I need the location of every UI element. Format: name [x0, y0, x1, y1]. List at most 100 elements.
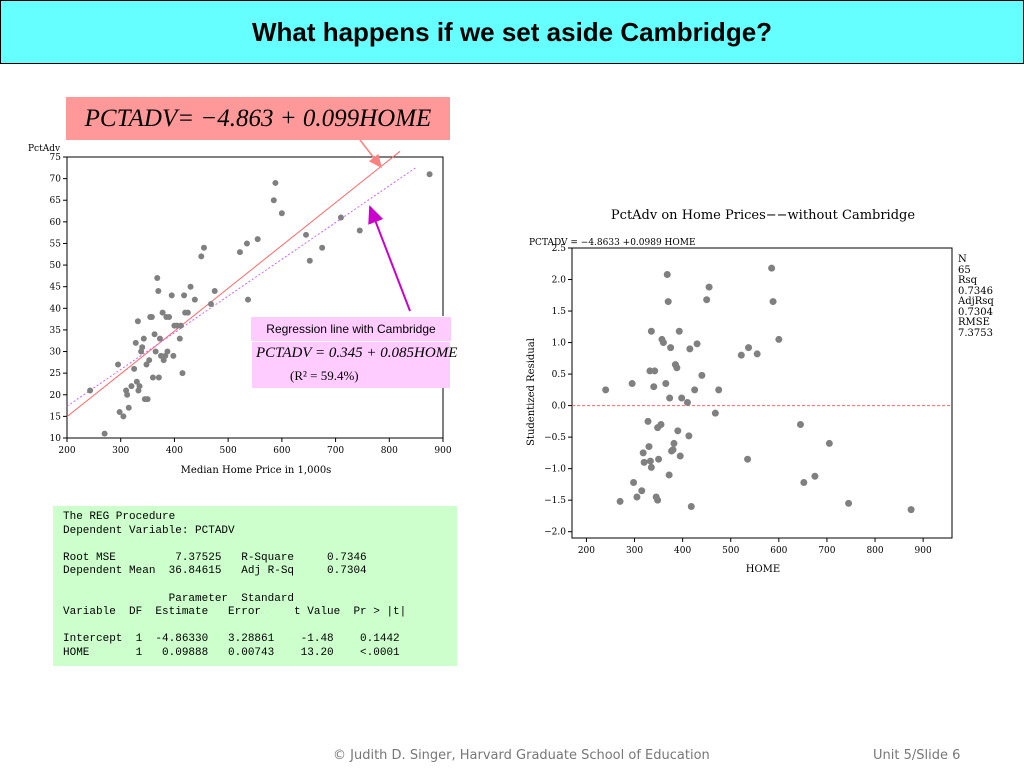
residual-y-tick-label: −0.5	[544, 433, 566, 443]
residual-x-tick-label: 400	[674, 546, 691, 556]
residual-point	[796, 421, 804, 429]
residual-point	[670, 439, 678, 447]
data-point	[154, 275, 161, 282]
with-eq-rhs: = 0.345 + 0.085HOME	[311, 345, 458, 361]
equation-without-cambridge: PCTADV = −4.863 + 0.099HOME	[66, 97, 450, 140]
data-point	[134, 318, 141, 325]
data-point	[125, 404, 132, 411]
residual-point	[687, 502, 695, 510]
residual-y-tick-label: −1.5	[544, 496, 566, 506]
stat-n: 65	[958, 264, 971, 276]
data-point	[148, 313, 155, 320]
data-point	[211, 288, 218, 295]
data-point	[191, 296, 198, 303]
x-tick-label: 600	[273, 446, 290, 456]
footer-slide-number: Unit 5/Slide 6	[873, 748, 961, 763]
data-point	[319, 244, 326, 251]
residual-chart-subtitle: PCTADV = −4.8633 +0.0989 HOME	[529, 238, 696, 248]
data-point	[181, 292, 188, 299]
plot-frame	[66, 156, 444, 439]
residual-y-tick-label: 2.0	[552, 276, 567, 286]
residual-x-tick-label: 700	[818, 546, 835, 556]
footer-copyright: © Judith D. Singer, Harvard Graduate Sch…	[333, 748, 710, 763]
residual-point	[825, 439, 833, 447]
slide-title-bar: What happens if we set aside Cambridge?	[0, 0, 1024, 64]
data-point	[149, 374, 156, 381]
data-point	[164, 348, 171, 355]
data-point	[245, 296, 252, 303]
residual-point	[663, 270, 671, 278]
residual-plot-frame	[571, 247, 953, 539]
equation-lhs: PCTADV	[84, 104, 178, 132]
data-point	[177, 322, 184, 329]
data-point	[144, 396, 151, 403]
residual-point	[678, 394, 686, 402]
residual-point	[675, 327, 683, 335]
data-point	[87, 387, 94, 394]
stat-adjrsq-label: AdjRsq	[958, 296, 994, 307]
y-tick-label: 15	[50, 412, 62, 422]
data-point	[140, 335, 147, 342]
residual-y-tick-label: −1.0	[544, 465, 566, 475]
residual-x-tick-label: 200	[578, 546, 595, 556]
residual-point	[667, 344, 675, 352]
fit-line-without-cambridge	[66, 150, 401, 418]
data-point	[131, 365, 138, 372]
data-point	[139, 344, 146, 351]
residual-point	[662, 380, 670, 388]
y-tick-label: 45	[50, 283, 62, 293]
y-tick-label: 55	[50, 239, 62, 249]
residual-chart-title: PctAdv on Home Prices−−without Cambridge	[611, 208, 915, 223]
data-point	[124, 391, 131, 398]
reg-procedure-output: The REG Procedure Dependent Variable: PC…	[52, 505, 458, 667]
residual-point	[686, 345, 694, 353]
residual-y-tick-label: −2.0	[544, 528, 566, 538]
data-point	[426, 171, 433, 178]
residual-x-tick-label: 600	[770, 546, 787, 556]
reg-output-text: The REG Procedure Dependent Variable: PC…	[63, 511, 407, 659]
fit-statistics-panel: N 65 Rsq 0.7346 AdjRsq 0.7304 RMSE 7.375…	[958, 254, 994, 339]
y-tick-label: 60	[50, 218, 62, 228]
data-point	[158, 352, 164, 359]
residual-point	[659, 339, 667, 347]
data-point	[151, 331, 158, 338]
y-tick-label: 25	[50, 369, 62, 379]
residual-point	[646, 367, 654, 375]
residual-point	[711, 409, 719, 417]
residual-point	[907, 506, 915, 514]
x-tick-label: 700	[327, 446, 344, 456]
residual-y-tick-label: 1.5	[552, 307, 567, 317]
residual-point	[640, 458, 648, 466]
residual-point	[650, 383, 658, 391]
data-point	[155, 288, 162, 295]
data-point	[128, 383, 135, 390]
x-tick-label: 900	[434, 446, 451, 456]
residual-point	[715, 386, 723, 394]
y-tick-label: 65	[50, 196, 62, 206]
x-tick-label: 200	[58, 446, 75, 456]
data-point	[337, 214, 344, 221]
residual-point	[705, 283, 713, 291]
residual-plot: PctAdv on Home Prices−−without Cambridge…	[526, 208, 953, 575]
residual-point	[845, 499, 853, 507]
data-point	[170, 352, 177, 359]
fit-line-with-cambridge	[66, 166, 417, 407]
data-point	[116, 409, 123, 416]
y-tick-label: 75	[50, 153, 62, 163]
residual-point	[744, 455, 752, 463]
residual-point	[602, 386, 610, 394]
data-point	[156, 335, 163, 342]
data-point	[166, 313, 173, 320]
residual-point	[753, 350, 761, 358]
residual-point	[769, 298, 777, 306]
residual-point	[666, 394, 674, 402]
data-point	[254, 236, 261, 243]
residual-point	[646, 457, 654, 465]
stat-rmse: 7.3753	[958, 327, 993, 339]
residual-point	[698, 371, 706, 379]
y-axis-label: PctAdv	[28, 144, 61, 154]
residual-point	[674, 427, 682, 435]
residual-point	[683, 398, 691, 406]
residual-point	[628, 380, 636, 388]
data-point	[146, 357, 153, 364]
